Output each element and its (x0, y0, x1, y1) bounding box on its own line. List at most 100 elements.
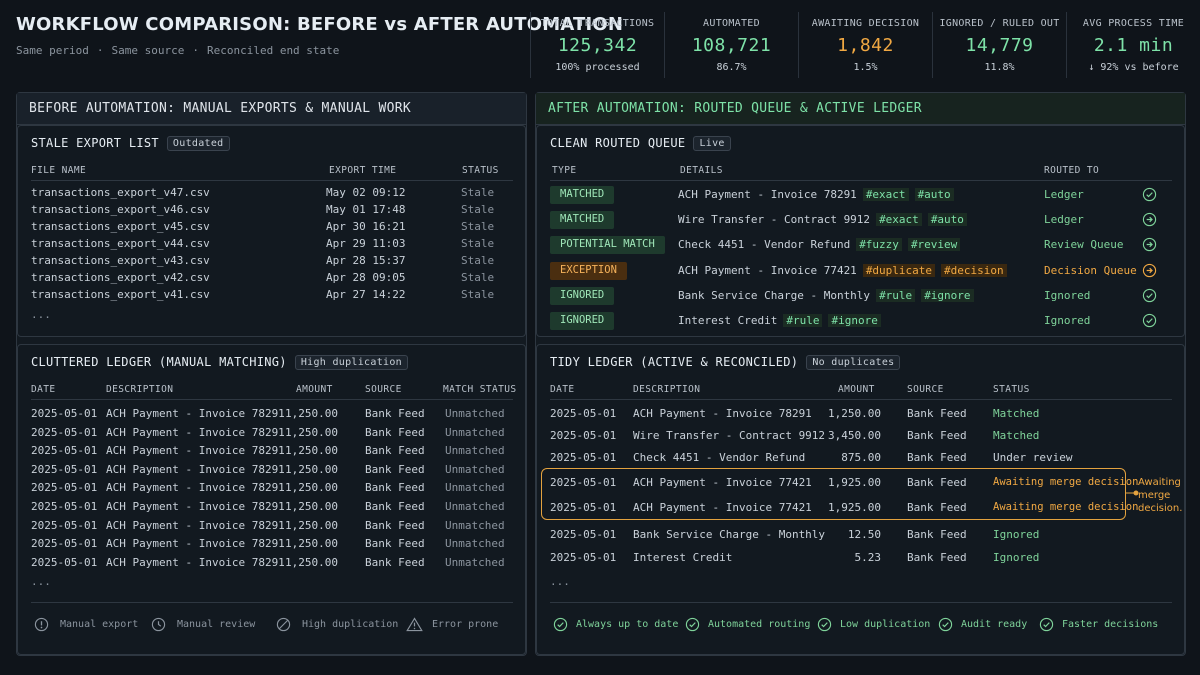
date-cell: 2025-05-01 (31, 481, 98, 495)
clock-icon (151, 617, 166, 632)
cluttered-ledger-title: CLUTTERED LEDGER (MANUAL MATCHING) (31, 355, 287, 369)
hashtag: #ignore (828, 314, 881, 327)
status-cell: Ignored (993, 528, 1040, 541)
no-duplicates-tag: No duplicates (806, 355, 901, 370)
amount-cell: 1,250.00 (285, 425, 338, 439)
stat-value: 108,721 (691, 35, 772, 56)
description-cell: ACH Payment - Invoice 78291 (106, 481, 285, 495)
amount-cell: 875.00 (841, 451, 881, 464)
routed-to-cell: Ledger (1044, 213, 1084, 227)
arrow-circle-icon (1142, 237, 1157, 252)
amount-cell: 1,925.00 (828, 501, 881, 514)
col-source: SOURCE (365, 384, 402, 395)
export-time-cell: Apr 27 14:22 (326, 288, 406, 301)
arrow-circle-icon (1142, 212, 1157, 227)
stat-avg-process-time: AVG PROCESS TIME 2.1 min ↓ 92% vs before (1066, 12, 1200, 78)
routed-to-cell: Ignored (1044, 314, 1091, 327)
hashtag: #decision (941, 263, 1007, 277)
date-cell: 2025-05-01 (550, 551, 617, 564)
description-cell: ACH Payment - Invoice 78291 (106, 518, 285, 532)
description-cell: ACH Payment - Invoice 78291 (633, 407, 812, 420)
hashtag: #review (907, 238, 961, 252)
hashtag: #fuzzy (856, 238, 902, 252)
stat-sub: ↓ 92% vs before (1088, 62, 1179, 73)
routed-to-cell: Review Queue (1044, 238, 1124, 252)
stat-value: 2.1 min (1093, 35, 1174, 56)
date-cell: 2025-05-01 (31, 407, 98, 420)
status-cell: Matched (993, 429, 1040, 442)
col-export-time: EXPORT TIME (329, 165, 397, 176)
details-cell: ACH Payment - Invoice 78291 #exact #auto (678, 188, 954, 201)
amount-cell: 5.23 (854, 551, 882, 564)
hashtag: #exact (876, 213, 922, 227)
source-cell: Bank Feed (365, 444, 425, 458)
details-text: Check 4451 - Vendor Refund (678, 238, 851, 252)
check-circle-icon (1039, 617, 1054, 632)
export-time-cell: Apr 28 09:05 (326, 271, 406, 284)
stat-awaiting-decision: AWAITING DECISION 1,842 1.5% (798, 12, 932, 78)
col-amount: AMOUNT (838, 384, 875, 395)
hashtag: #auto (914, 188, 954, 201)
amount-cell: 1,250.00 (285, 537, 338, 551)
footer-label: Error prone (432, 619, 499, 630)
col-date: DATE (550, 384, 575, 395)
more-indicator: ... (31, 575, 51, 588)
col-amount: AMOUNT (296, 384, 333, 395)
export-time-cell: Apr 28 15:37 (326, 254, 406, 267)
source-cell: Bank Feed (365, 425, 425, 439)
status-cell: Stale (461, 220, 495, 233)
amount-cell: 1,250.00 (285, 481, 338, 495)
amount-cell: 1,250.00 (285, 407, 338, 420)
separator-dot-icon: · (96, 44, 104, 57)
amount-cell: 12.50 (847, 528, 881, 541)
date-cell: 2025-05-01 (550, 407, 617, 420)
check-circle-icon (553, 617, 568, 632)
description-cell: Bank Service Charge - Monthly (633, 528, 826, 541)
col-type: TYPE (552, 165, 577, 176)
check-circle-icon (1142, 288, 1157, 303)
type-badge: MATCHED (550, 186, 615, 204)
col-details: DETAILS (680, 165, 723, 176)
source-cell: Bank Feed (907, 429, 967, 442)
warning-icon (406, 617, 423, 632)
stat-automated: AUTOMATED 108,721 86.7% (664, 12, 798, 78)
card-title: STALE EXPORT LIST Outdated (31, 136, 230, 151)
file-name-cell: transactions_export_v41.csv (31, 288, 210, 301)
stat-label: IGNORED / RULED OUT (939, 18, 1060, 29)
source-cell: Bank Feed (365, 537, 425, 551)
hashtag: #duplicate (862, 263, 936, 277)
divider (550, 602, 1172, 603)
description-cell: Check 4451 - Vendor Refund (633, 451, 806, 464)
description-cell: ACH Payment - Invoice 77421 (633, 501, 812, 514)
source-cell: Bank Feed (365, 481, 425, 495)
file-name-cell: transactions_export_v43.csv (31, 254, 210, 267)
status-cell: Matched (993, 407, 1040, 420)
amount-cell: 1,250.00 (285, 462, 338, 476)
col-description: DESCRIPTION (106, 384, 174, 395)
date-cell: 2025-05-01 (31, 462, 98, 476)
status-cell: Stale (461, 186, 495, 199)
source-cell: Bank Feed (907, 551, 967, 564)
alert-icon (34, 617, 49, 632)
file-name-cell: transactions_export_v47.csv (31, 186, 210, 199)
hashtag: #auto (927, 213, 967, 227)
source-cell: Bank Feed (907, 476, 967, 489)
stat-sub: 86.7% (716, 62, 747, 73)
subtitle-item: Same period (16, 44, 89, 57)
col-status: STATUS (993, 384, 1030, 395)
date-cell: 2025-05-01 (550, 501, 617, 514)
status-cell: Under review (993, 451, 1073, 464)
page-title: WORKFLOW COMPARISON: BEFORE vs AFTER AUT… (16, 14, 624, 35)
file-name-cell: transactions_export_v42.csv (31, 271, 210, 284)
footer-label: Low duplication (840, 619, 931, 630)
divider (550, 180, 1172, 181)
description-cell: ACH Payment - Invoice 78291 (106, 537, 285, 551)
stat-total-transactions: TOTAL TRANSACTIONS 125,342 100% processe… (530, 12, 664, 78)
amount-cell: 1,250.00 (285, 518, 338, 532)
description-cell: ACH Payment - Invoice 78291 (106, 407, 285, 420)
before-panel: BEFORE AUTOMATION: MANUAL EXPORTS & MANU… (16, 92, 527, 656)
outdated-tag: Outdated (166, 136, 230, 151)
source-cell: Bank Feed (365, 555, 425, 569)
status-cell: Awaiting merge decision (993, 476, 1139, 488)
description-cell: ACH Payment - Invoice 78291 (106, 444, 285, 458)
